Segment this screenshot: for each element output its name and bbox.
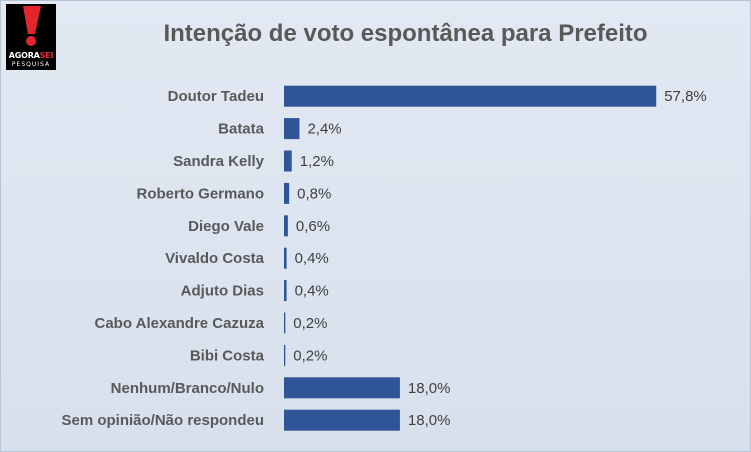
data-label: 0,4% [295, 250, 329, 267]
data-label: 1,2% [300, 153, 334, 170]
data-label: 18,0% [408, 412, 451, 429]
bar [284, 182, 290, 204]
bar [284, 118, 300, 140]
bar [284, 215, 288, 237]
data-label: 0,8% [297, 185, 331, 202]
logo-brand: AGORASEI [6, 51, 56, 60]
data-label: 57,8% [664, 88, 707, 105]
bar [284, 247, 287, 269]
category-label: Nenhum/Branco/Nulo [111, 380, 264, 397]
category-label: Roberto Germano [136, 185, 264, 202]
logo-brand-a: AGORA [8, 51, 40, 60]
logo-brand-b: SEI [39, 51, 54, 60]
chart-title: Intenção de voto espontânea para Prefeit… [163, 20, 648, 47]
bar [284, 377, 400, 399]
data-label: 0,6% [296, 218, 330, 235]
bar [284, 280, 287, 302]
data-label: 0,2% [293, 347, 327, 364]
logo-subtitle: PESQUISA [11, 61, 51, 68]
data-label: 18,0% [408, 380, 451, 397]
category-label: Cabo Alexandre Cazuza [95, 315, 265, 332]
bar [284, 312, 286, 334]
bar [284, 85, 657, 107]
data-label: 0,2% [293, 315, 327, 332]
bar [284, 409, 400, 431]
agorasei-logo: AGORASEI PESQUISA [6, 4, 56, 70]
category-label: Batata [218, 121, 265, 138]
category-label: Vivaldo Costa [165, 250, 265, 267]
category-label: Sandra Kelly [173, 153, 265, 170]
category-label: Sem opinião/Não respondeu [61, 412, 264, 429]
category-label: Bibi Costa [190, 347, 265, 364]
bar [284, 344, 286, 366]
bar [284, 150, 292, 172]
category-label: Diego Vale [188, 218, 264, 235]
category-label: Adjuto Dias [181, 283, 264, 300]
data-label: 0,4% [295, 283, 329, 300]
category-label: Doutor Tadeu [168, 88, 264, 105]
exclamation-icon [6, 4, 56, 48]
data-label: 2,4% [307, 121, 341, 138]
